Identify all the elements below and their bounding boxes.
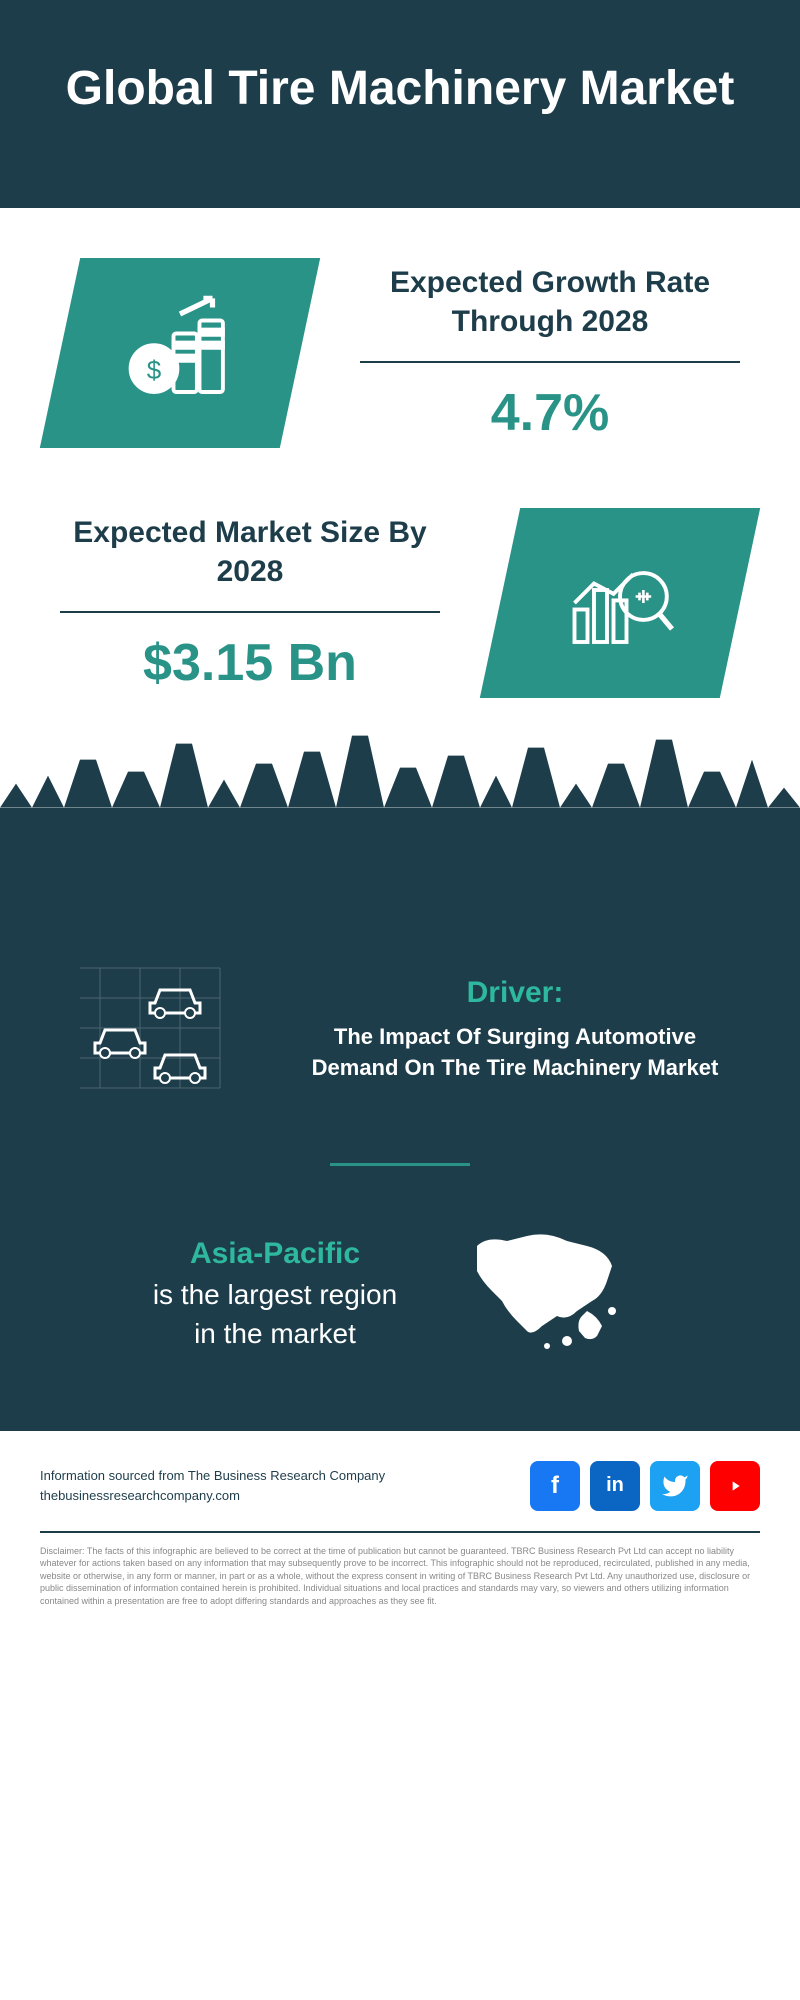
- divider: [360, 361, 740, 363]
- dark-section: Driver: The Impact Of Surging Automotive…: [0, 928, 800, 1431]
- disclaimer: Disclaimer: The facts of this infographi…: [40, 1545, 760, 1608]
- stat-growth-rate: $ Expected Growth Rate Through 2028 4.7%: [60, 258, 740, 448]
- source-line2: thebusinessresearchcompany.com: [40, 1486, 385, 1506]
- cars-icon: [60, 948, 240, 1113]
- region-line1: is the largest region: [153, 1275, 397, 1314]
- driver-label: Driver:: [290, 976, 740, 1010]
- linkedin-icon[interactable]: in: [590, 1461, 640, 1511]
- stats-section: $ Expected Growth Rate Through 2028 4.7%…: [0, 208, 800, 808]
- facebook-icon[interactable]: f: [530, 1461, 580, 1511]
- stat-growth-label: Expected Growth Rate Through 2028: [360, 263, 740, 341]
- page-title: Global Tire Machinery Market: [40, 60, 760, 118]
- money-growth-icon: $: [40, 258, 320, 448]
- driver-text: Driver: The Impact Of Surging Automotive…: [290, 976, 740, 1084]
- stat-growth-value: 4.7%: [360, 383, 740, 443]
- twitter-icon[interactable]: [650, 1461, 700, 1511]
- chart-magnify-icon: [480, 508, 760, 698]
- region-text: Asia-Pacific is the largest region in th…: [153, 1233, 397, 1353]
- source-text: Information sourced from The Business Re…: [40, 1466, 385, 1505]
- driver-description: The Impact Of Surging Automotive Demand …: [290, 1022, 740, 1084]
- stat-size-text: Expected Market Size By 2028 $3.15 Bn: [60, 513, 440, 693]
- social-icons: f in: [530, 1461, 760, 1511]
- stat-market-size: Expected Market Size By 2028 $3.15 Bn: [60, 508, 740, 698]
- stat-growth-text: Expected Growth Rate Through 2028 4.7%: [360, 263, 740, 443]
- divider: [60, 611, 440, 613]
- header: Global Tire Machinery Market: [0, 0, 800, 208]
- source-line1: Information sourced from The Business Re…: [40, 1466, 385, 1486]
- youtube-icon[interactable]: [710, 1461, 760, 1511]
- region-row: Asia-Pacific is the largest region in th…: [60, 1216, 740, 1371]
- asia-map-icon: [447, 1216, 647, 1371]
- footer-top: Information sourced from The Business Re…: [40, 1461, 760, 1533]
- region-line2: in the market: [153, 1314, 397, 1353]
- footer: Information sourced from The Business Re…: [0, 1431, 800, 1628]
- svg-text:$: $: [147, 355, 162, 385]
- teal-divider: [330, 1163, 470, 1166]
- region-highlight: Asia-Pacific: [153, 1233, 397, 1275]
- stat-size-value: $3.15 Bn: [60, 633, 440, 693]
- driver-row: Driver: The Impact Of Surging Automotive…: [60, 948, 740, 1113]
- stat-size-label: Expected Market Size By 2028: [60, 513, 440, 591]
- skyline-divider: [0, 808, 800, 928]
